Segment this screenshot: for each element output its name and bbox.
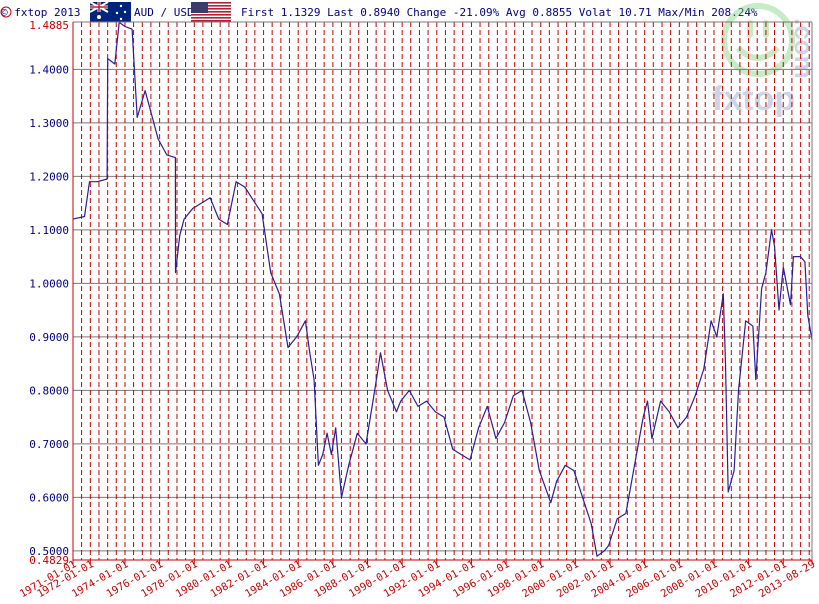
watermark-logo-text: fxtop — [712, 80, 795, 118]
y-tick-label: 0.5000 — [29, 545, 69, 558]
currency-pair-label: AUD / USD — [134, 6, 194, 19]
australia-flag-icon — [89, 1, 131, 22]
y-tick-label: 1.0000 — [29, 277, 69, 290]
y-max-label: 1.4885 — [29, 19, 69, 32]
y-tick-label: 1.1000 — [29, 224, 69, 237]
smiley-logo-icon — [721, 3, 795, 77]
y-min-label: 0.4829 — [29, 554, 69, 567]
vertical-gridlines — [81, 22, 810, 560]
horizontal-gridlines — [73, 68, 812, 552]
header: © fxtop 2013 AUD / USD — [0, 1, 758, 22]
y-tick-label: 0.9000 — [29, 331, 69, 344]
y-axis-tick-labels: 0.5000 0.6000 0.7000 0.8000 0.9000 1.0000 1.10… — [29, 19, 69, 567]
y-tick-label: 1.2000 — [29, 170, 69, 183]
y-tick-label: 1.3000 — [29, 117, 69, 130]
stats-label: First 1.1329 Last 0.8940 Change -21.09% … — [241, 6, 758, 19]
copyright-label: © fxtop 2013 — [1, 6, 80, 19]
usa-flag-icon — [191, 2, 231, 22]
y-tick-label: 0.8000 — [29, 384, 69, 397]
y-tick-label: 1.4000 — [29, 63, 69, 76]
x-axis-tick-labels: 1971-01-011972-01-011974-01-011976-01-01… — [18, 558, 818, 600]
y-tick-label: 0.6000 — [29, 491, 69, 504]
y-tick-label: 0.7000 — [29, 438, 69, 451]
series-line — [72, 21, 813, 557]
watermark-domain-text: .com — [789, 18, 819, 79]
series-aud-usd — [72, 21, 813, 557]
copyright-icon — [0, 6, 12, 18]
